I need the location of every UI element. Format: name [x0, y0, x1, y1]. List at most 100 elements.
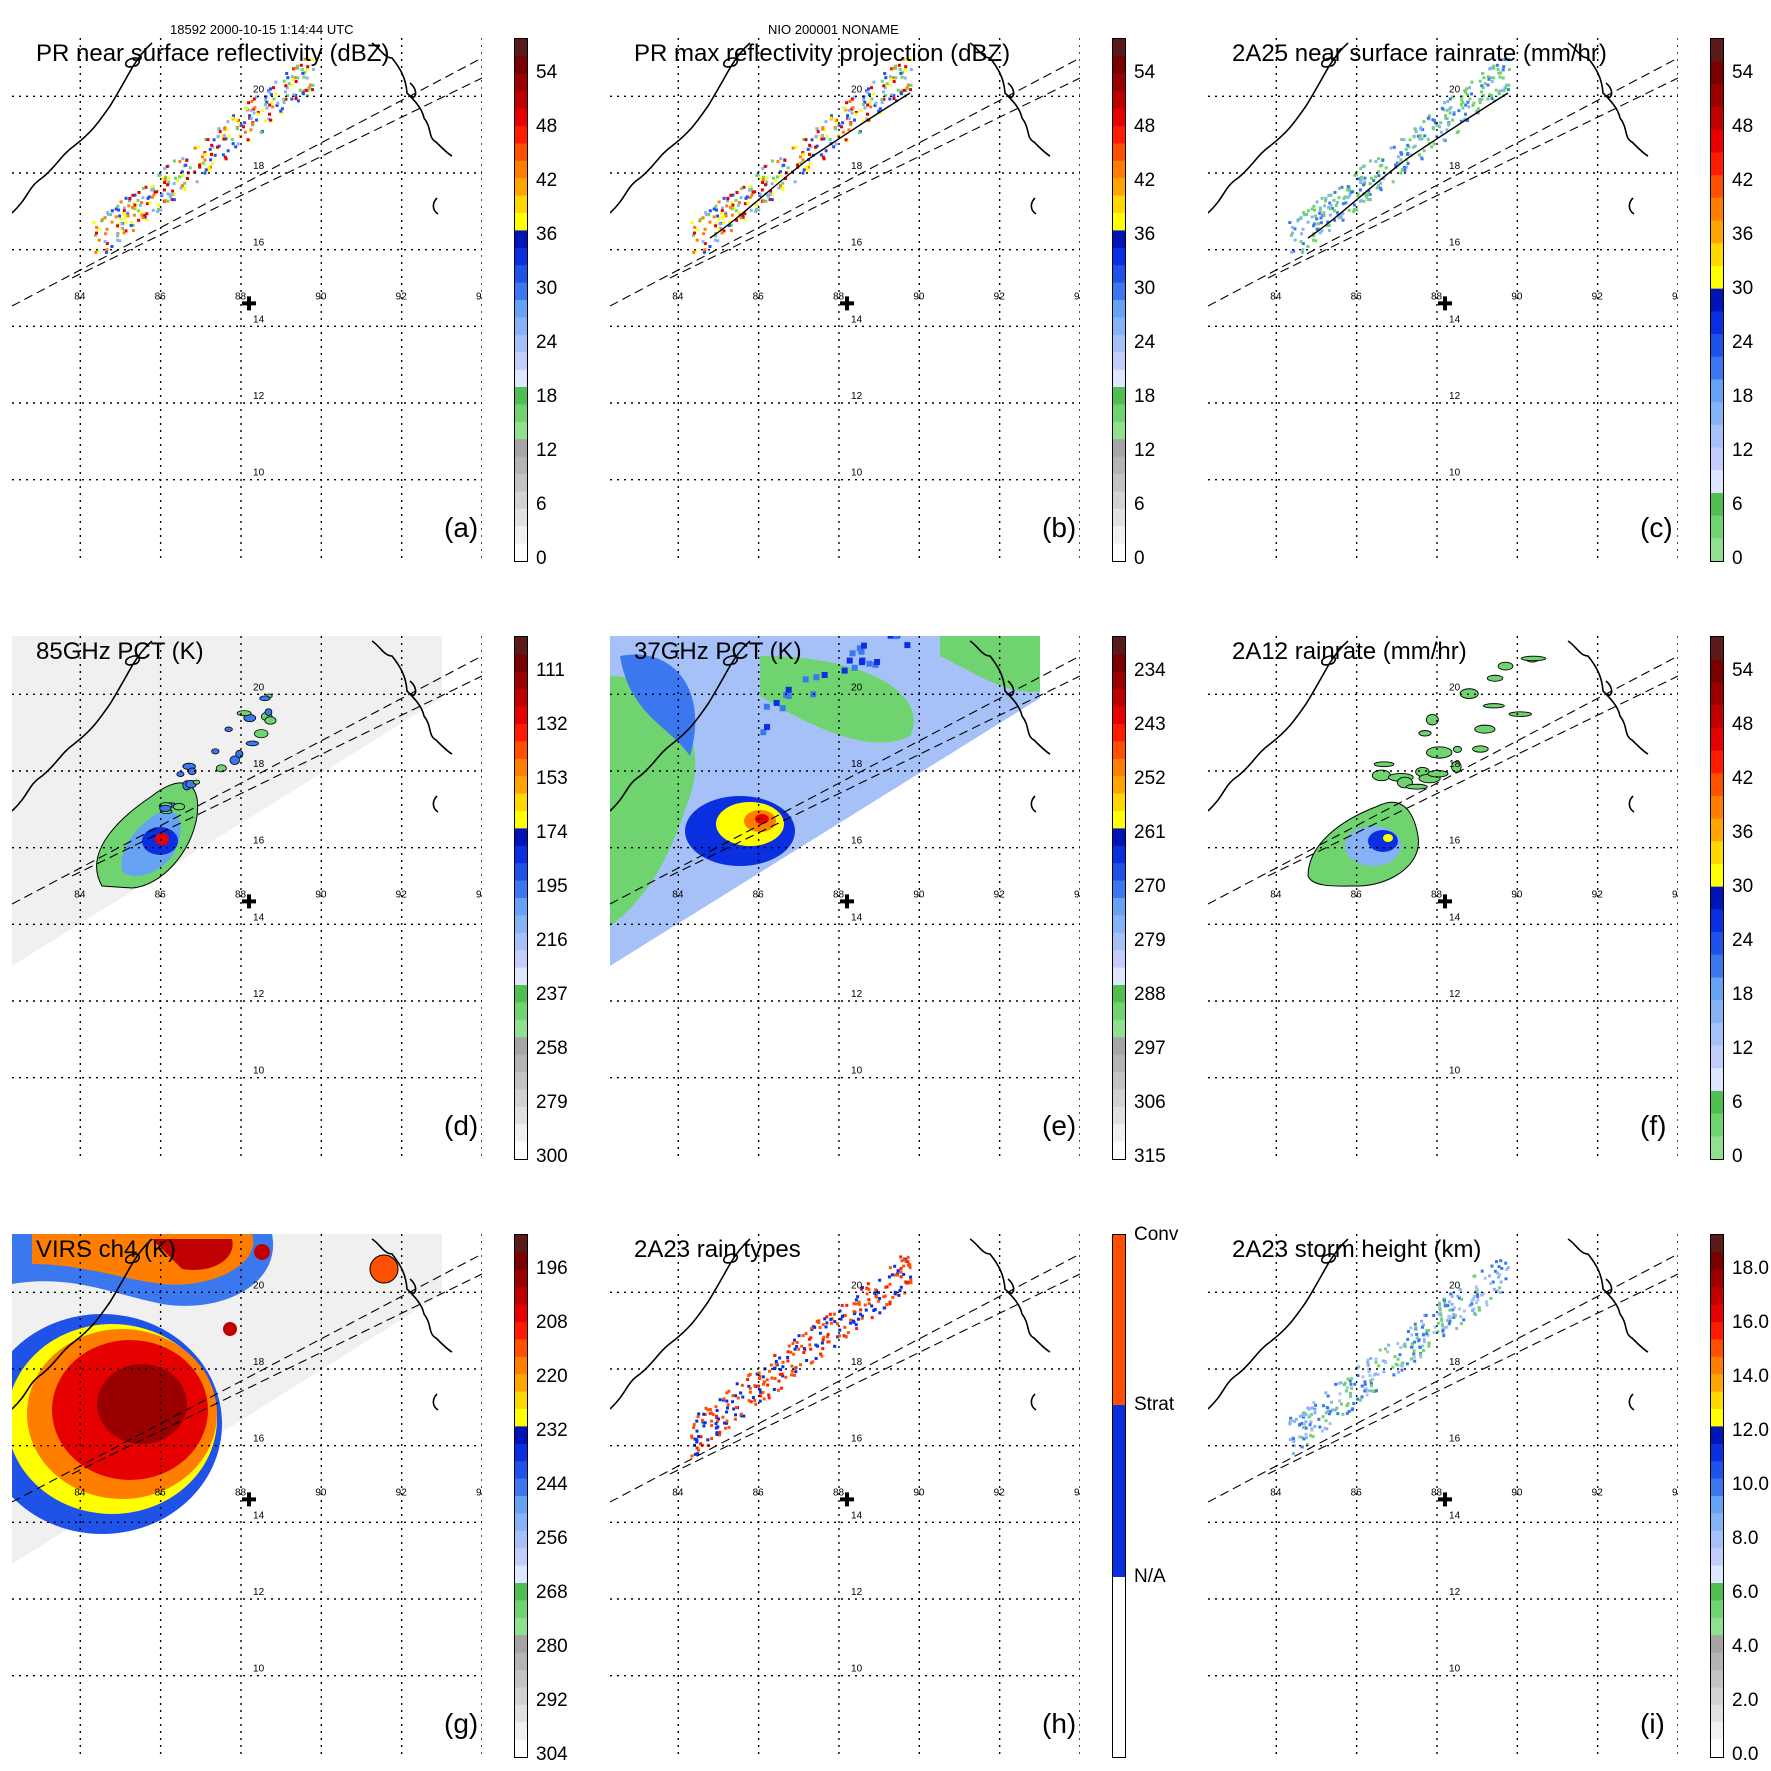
colorbar-tick-label: 12: [1732, 440, 1754, 461]
colorbar-tick-label: 36: [1732, 822, 1754, 843]
panel-label: (b): [1042, 512, 1077, 543]
lon-label: 92: [994, 1488, 1006, 1499]
lat-label: 14: [851, 912, 863, 923]
colorbar-tick-label: 220: [536, 1366, 568, 1387]
lon-label: 88: [1431, 890, 1443, 901]
colorbar-tick-label: 12: [536, 440, 558, 461]
panel-h: 84 86 88 90 92 94 20 18 16 14 12 10 2A23 rain types (…: [610, 1224, 1180, 1758]
colorbar-tick-label: 18: [536, 386, 558, 407]
colorbar-tick-label: 48: [1732, 714, 1754, 735]
colorbar: [1112, 636, 1126, 1160]
data-field: [690, 1255, 913, 1458]
panel-label: (f): [1640, 1110, 1667, 1141]
lon-label: 84: [672, 292, 684, 303]
lat-label: 18: [253, 759, 265, 770]
panel-title: VIRS ch4 (K): [36, 1236, 177, 1263]
colorbar-tick-label: 48: [1732, 116, 1754, 137]
lon-label: 90: [913, 890, 925, 901]
lat-label: 20: [253, 1280, 265, 1291]
lon-label: 86: [155, 292, 167, 303]
lon-label: 94: [1074, 292, 1080, 303]
lon-label: 90: [913, 292, 925, 303]
panel-title: PR max reflectivity projection (dBZ): [634, 40, 1011, 67]
colorbar-tick-label: 256: [536, 1528, 568, 1549]
colorbar-tick-label: 42: [1134, 170, 1156, 191]
colorbar-tick-label: 6: [1732, 1092, 1743, 1113]
panel-label: (i): [1640, 1708, 1665, 1739]
lat-label: 12: [851, 989, 863, 1000]
lat-label: 12: [253, 989, 265, 1000]
lat-lon-grid: 84 86 88 90 92 94 20 18 16 14 12 10: [1208, 1234, 1678, 1756]
panel-a: 84 86 88 90 92 94 20 18 16 14 12 10 PR near surface …: [12, 38, 582, 569]
colorbar-tick-label: 300: [536, 1146, 568, 1167]
panel-e: 84 86 88 90 92 94 20 18 16 14 12 10 37GHz PCT (K) (e)…: [610, 636, 1180, 1167]
colorbar: [514, 1234, 528, 1758]
lat-label: 10: [253, 1066, 265, 1077]
panel-g: 84 86 88 90 92 94 20 18 16 14 12 10 VIRS ch4 (K) (g) 1…: [12, 1234, 582, 1765]
colorbar-tick-label: 292: [536, 1690, 568, 1711]
panel-label: (c): [1640, 512, 1673, 543]
lon-label: 90: [315, 1488, 327, 1499]
panel-title: 2A12 rainrate (mm/hr): [1232, 638, 1467, 665]
panel-label: (g): [444, 1708, 479, 1739]
storm-center-marker: [840, 894, 855, 909]
lon-label: 92: [396, 1488, 408, 1499]
colorbar-tick-label: 18: [1134, 386, 1156, 407]
colorbar-tick-label: 279: [1134, 930, 1166, 951]
lon-label: 84: [1270, 890, 1282, 901]
panel-i: 84 86 88 90 92 94 20 18 16 14 12 10 2A23 storm heigh…: [1208, 1234, 1771, 1765]
lat-label: 20: [253, 682, 265, 693]
colorbar-tick-label: 297: [1134, 1038, 1166, 1059]
colorbar-tick-label: 24: [536, 332, 558, 353]
lat-label: 14: [1449, 1510, 1461, 1521]
lat-lon-grid: 84 86 88 90 92 94 20 18 16 14 12 10: [12, 1234, 482, 1756]
colorbar-tick-label: 42: [536, 170, 558, 191]
lat-lon-grid: 84 86 88 90 92 94 20 18 16 14 12 10: [12, 38, 482, 560]
lat-label: 12: [1449, 1587, 1461, 1598]
lat-label: 12: [851, 391, 863, 402]
colorbar-tick-label: 30: [536, 278, 558, 299]
lon-label: 86: [155, 890, 167, 901]
lon-label: 90: [1511, 1488, 1523, 1499]
lon-label: 88: [235, 1488, 247, 1499]
map-plot: 84 86 88 90 92 94 20 18 16 14 12 10: [12, 38, 482, 560]
lon-label: 88: [235, 890, 247, 901]
header-left: 18592 2000-10-15 1:14:44 UTC: [170, 22, 354, 37]
colorbar-tick-label: 237: [536, 984, 568, 1005]
colorbar-tick-label: 24: [1732, 930, 1754, 951]
colorbar-tick-label: 208: [536, 1312, 568, 1333]
colorbar-tick-label: 0: [1134, 548, 1145, 569]
lat-label: 16: [851, 1434, 863, 1445]
lat-label: 20: [851, 84, 863, 95]
lon-label: 94: [1672, 292, 1678, 303]
panel-b: 84 86 88 90 92 94 20 18 16 14 12 10 PR max reflectiv…: [610, 38, 1180, 569]
storm-center-marker: [242, 296, 257, 311]
colorbar-tick-label: 174: [536, 822, 568, 843]
colorbar-tick-label: N/A: [1134, 1566, 1166, 1587]
coastline: [12, 42, 482, 307]
colorbar-tick-label: 42: [1732, 768, 1754, 789]
colorbar: [1112, 1234, 1126, 1758]
lon-label: 86: [1351, 890, 1363, 901]
panel-title: 37GHz PCT (K): [634, 638, 802, 665]
panel-title: 2A25 near surface rainrate (mm/hr): [1232, 40, 1607, 67]
data-field: [1288, 1259, 1510, 1456]
panel-title: 2A23 rain types: [634, 1236, 801, 1263]
lon-label: 92: [994, 292, 1006, 303]
colorbar: [1112, 38, 1126, 562]
colorbar-tick-label: 196: [536, 1258, 568, 1279]
lat-label: 16: [253, 836, 265, 847]
colorbar-tick-label: 111: [536, 660, 565, 681]
lon-label: 94: [476, 890, 482, 901]
lat-label: 20: [253, 84, 265, 95]
lon-label: 86: [1351, 292, 1363, 303]
colorbar-tick-label: 12: [1732, 1038, 1754, 1059]
lon-label: 84: [672, 1488, 684, 1499]
lon-label: 90: [315, 890, 327, 901]
lat-label: 18: [851, 759, 863, 770]
lon-label: 94: [1074, 890, 1080, 901]
colorbar-tick-label: 18.0: [1732, 1258, 1769, 1279]
colorbar-tick-label: 10.0: [1732, 1474, 1769, 1495]
colorbar-tick-label: 36: [1134, 224, 1156, 245]
colorbar-tick-label: 30: [1732, 876, 1754, 897]
